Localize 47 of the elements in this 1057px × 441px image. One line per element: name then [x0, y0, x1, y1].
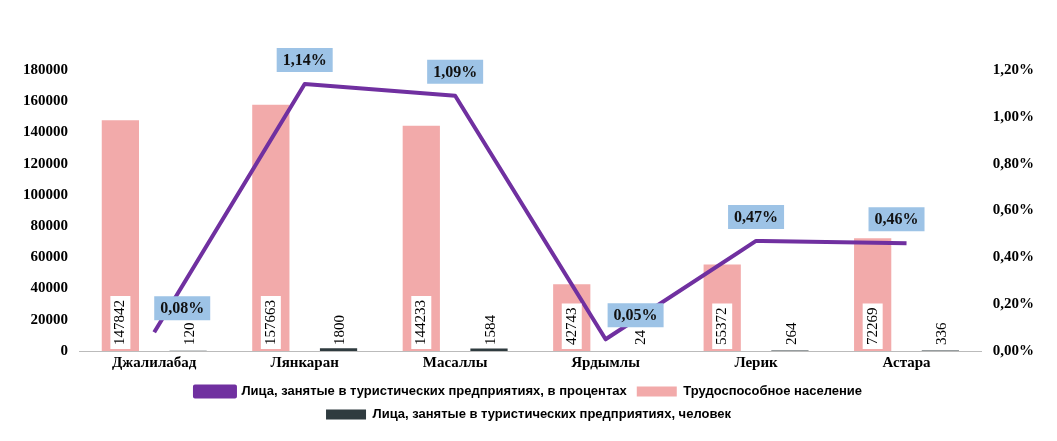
x-tick-label: Джалилабад — [112, 353, 197, 370]
x-tick-label: Масаллы — [422, 353, 488, 370]
bar — [101, 120, 139, 351]
x-tick-label: Ярдымлы — [571, 353, 641, 370]
legend-label: Трудоспособное население — [683, 383, 863, 399]
data-label: 144233 — [412, 300, 429, 345]
data-label: 55372 — [713, 307, 730, 345]
data-label: 1,14% — [282, 51, 327, 69]
x-tick-label: Лянкаран — [270, 353, 340, 370]
y2-tick-label: 0,40% — [992, 248, 1034, 265]
data-label: 0,47% — [734, 208, 779, 226]
data-label: 120 — [181, 322, 198, 345]
data-label: 1800 — [331, 315, 348, 345]
data-label: 72269 — [863, 307, 880, 345]
data-label: 0,08% — [160, 299, 205, 317]
y2-tick-label: 0,00% — [992, 341, 1034, 358]
data-label: 1584 — [481, 314, 498, 345]
y2-tick-label: 0,60% — [992, 201, 1034, 218]
bar — [402, 125, 440, 351]
y-tick-label: 120000 — [23, 154, 68, 171]
y2-tick-label: 0,80% — [992, 154, 1034, 171]
data-label: 0,46% — [874, 210, 919, 228]
y-tick-label: 0 — [60, 341, 68, 358]
y2-tick-label: 1,20% — [992, 60, 1034, 77]
y2-tick-label: 1,00% — [992, 107, 1034, 124]
legend-label: Лица, занятые в туристических предприятиях, в процентах — [241, 383, 628, 399]
data-label: 157663 — [261, 300, 278, 345]
y-tick-label: 20000 — [30, 310, 68, 327]
bar — [319, 348, 358, 351]
y-tick-label: 60000 — [30, 248, 68, 265]
data-label: 24 — [632, 329, 649, 345]
y-tick-label: 40000 — [30, 279, 68, 296]
y-tick-label: 80000 — [30, 216, 68, 233]
legend-label: Лица, занятые в туристических предприятиях, человек — [372, 406, 732, 422]
y2-tick-label: 0,20% — [992, 295, 1034, 312]
data-label: 1,09% — [433, 62, 478, 80]
x-tick-label: Астара — [882, 353, 932, 370]
y-tick-label: 100000 — [23, 185, 68, 202]
data-label: 42743 — [562, 307, 579, 345]
y-tick-label: 180000 — [23, 60, 68, 77]
data-label: 147842 — [111, 300, 128, 345]
data-label: 0,05% — [613, 306, 658, 324]
data-label: 264 — [782, 322, 799, 345]
data-label: 336 — [933, 322, 950, 345]
x-tick-label: Лерик — [734, 353, 779, 370]
y-tick-label: 140000 — [23, 123, 68, 140]
y-tick-label: 160000 — [23, 92, 68, 109]
